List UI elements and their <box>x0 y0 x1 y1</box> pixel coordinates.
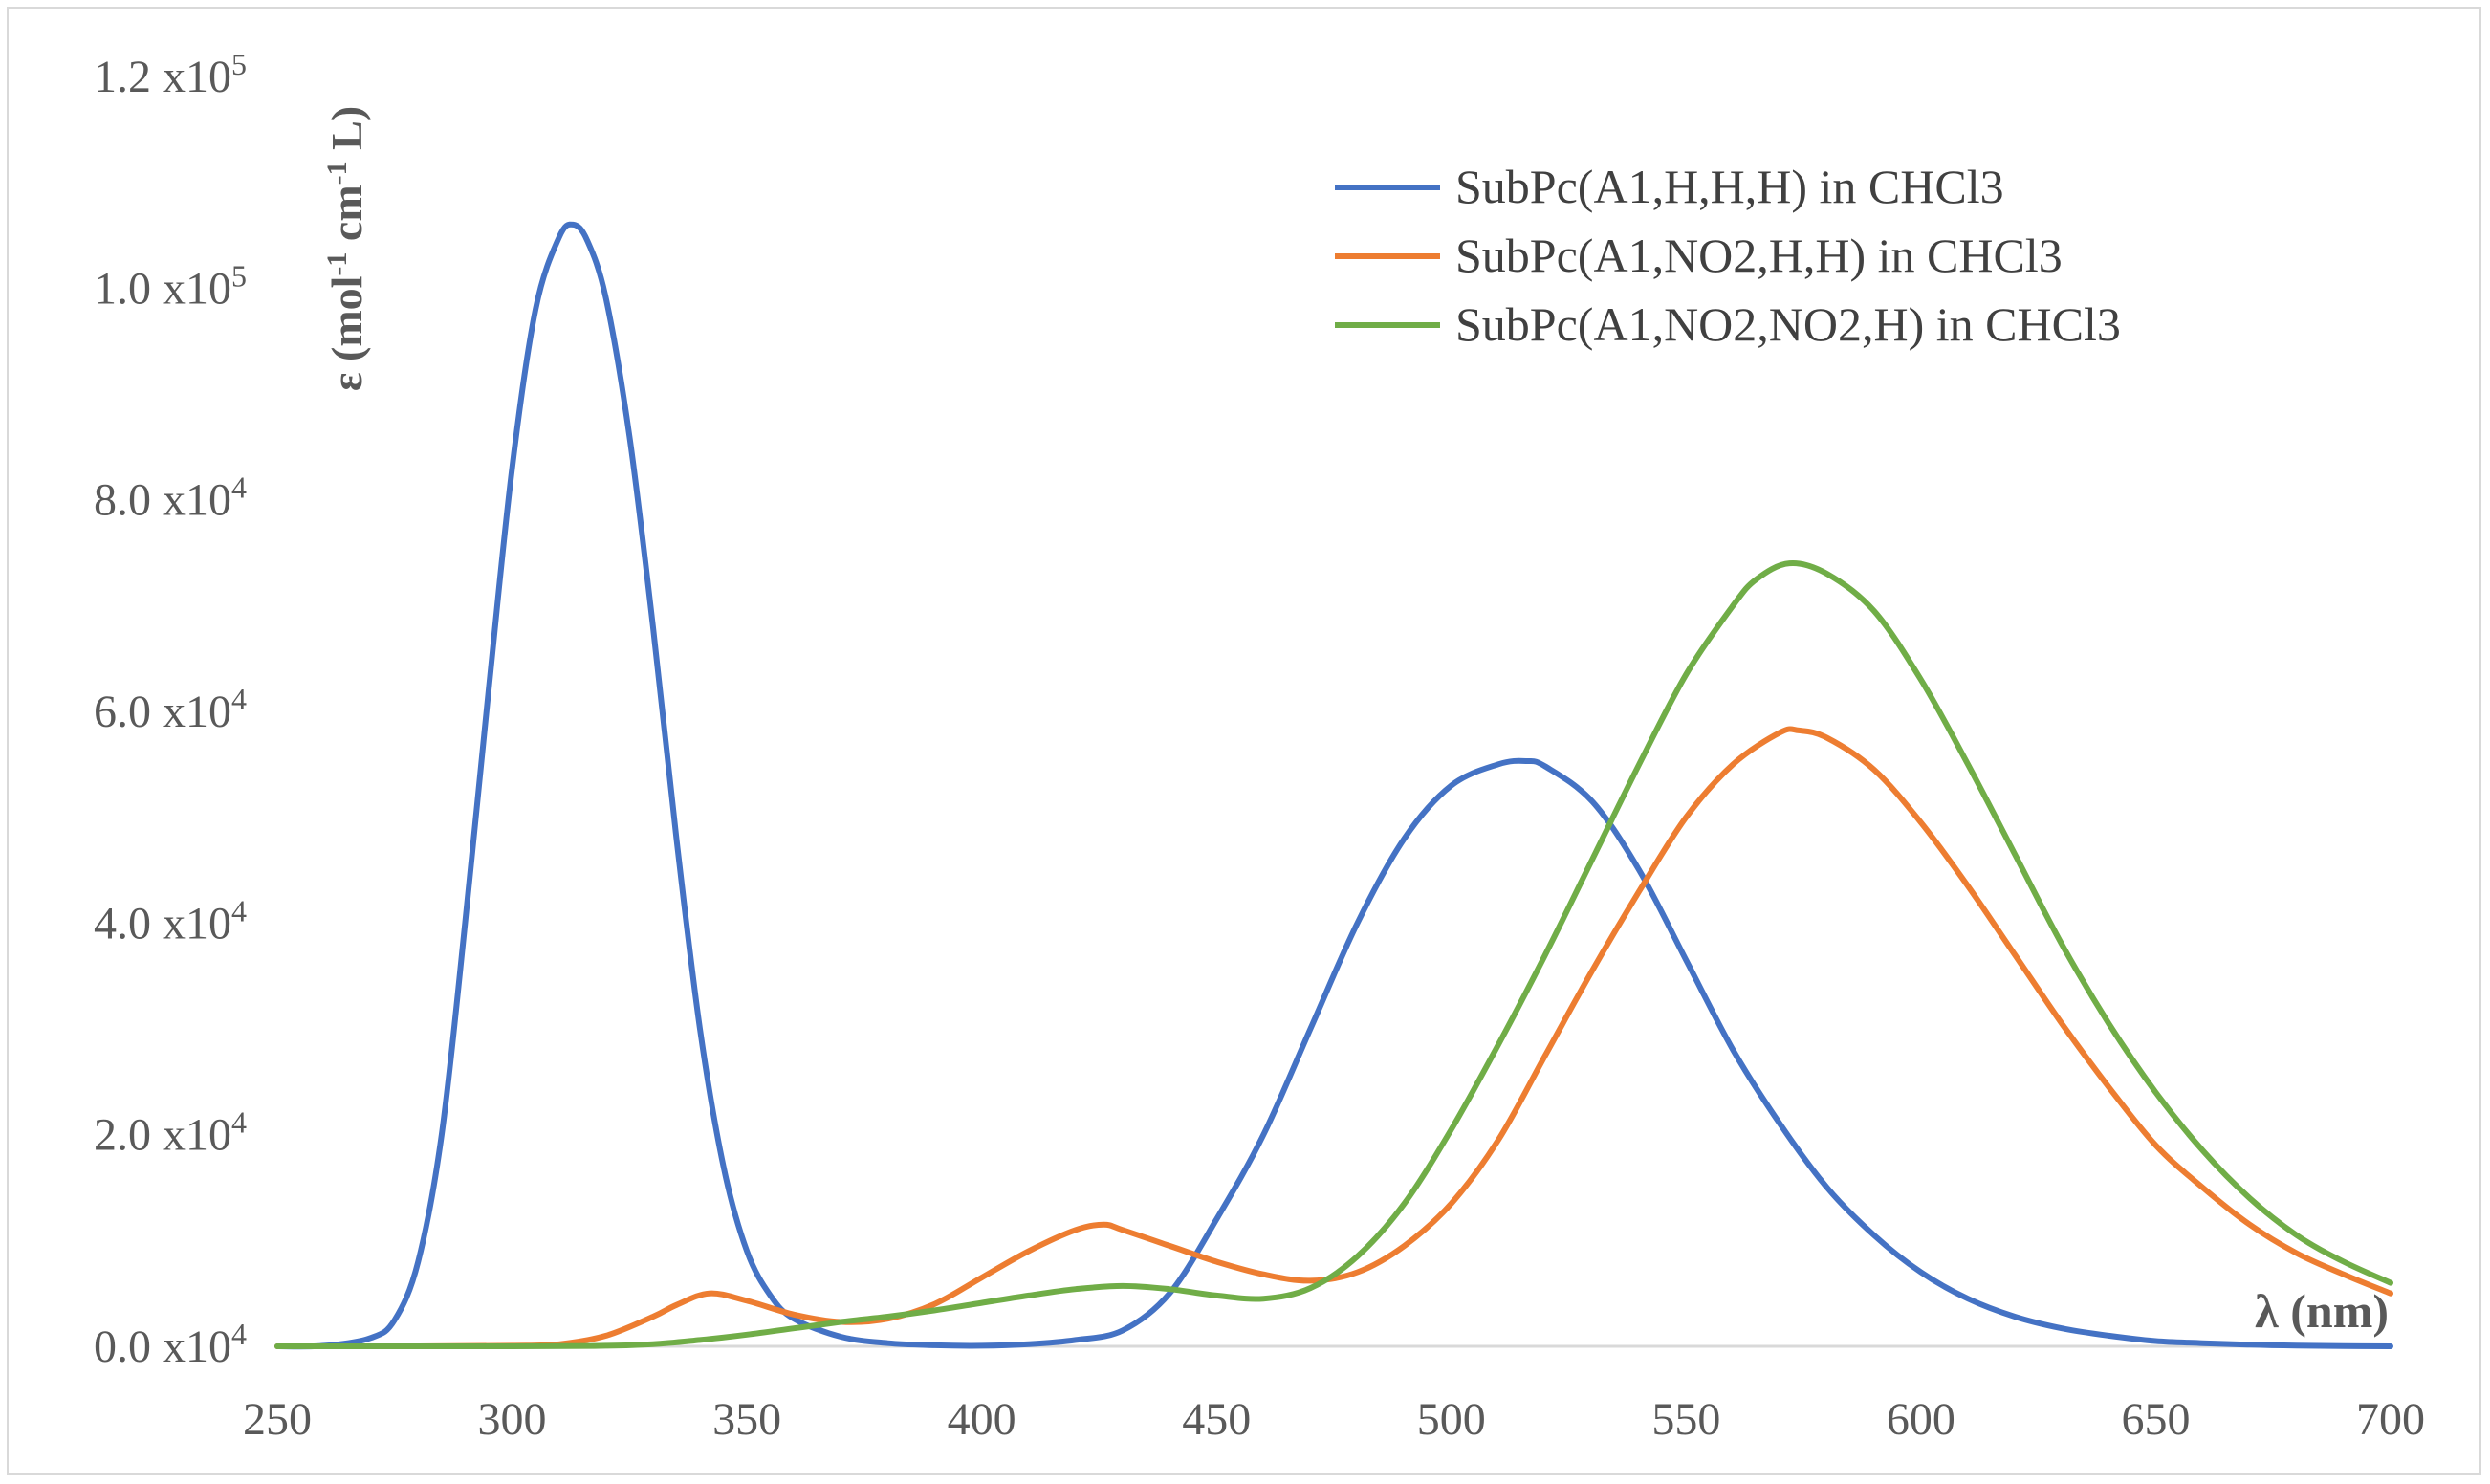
y-tick-label: 8.0 x104 <box>94 470 247 526</box>
x-tick-label: 400 <box>948 1394 1016 1445</box>
legend-label-2: SubPc(A1,NO2,H,H) in CHCl3 <box>1455 229 2063 282</box>
y-tick-exponent: 4 <box>231 1105 247 1140</box>
legend: SubPc(A1,H,H,H) in CHCl3 SubPc(A1,NO2,H,H… <box>1335 160 2121 351</box>
y-tick-exponent: 5 <box>231 47 247 81</box>
y-tick-label: 1.2 x105 <box>94 47 247 102</box>
legend-label-3: SubPc(A1,NO2,NO2,H) in CHCl3 <box>1455 297 2121 351</box>
x-tick-label: 550 <box>1651 1394 1720 1445</box>
y-tick-label: 0.0 x104 <box>94 1317 247 1372</box>
series-line-2 <box>274 726 2393 1350</box>
chart-frame <box>7 7 2481 1475</box>
y-tick-label: 2.0 x104 <box>94 1105 247 1161</box>
y-tick-exponent: 4 <box>231 893 247 928</box>
series-layer <box>274 221 2393 1350</box>
x-tick-label: 600 <box>1887 1394 1955 1445</box>
x-tick-label: 350 <box>712 1394 781 1445</box>
y-tick-mantissa: 2.0 x10 <box>94 1110 231 1161</box>
x-tick-label: 300 <box>478 1394 547 1445</box>
x-tick-label: 650 <box>2121 1394 2190 1445</box>
x-tick-label: 500 <box>1417 1394 1486 1445</box>
x-tick-label: 700 <box>2356 1394 2425 1445</box>
y-axis-title-sup1: -1 <box>321 252 353 276</box>
x-tick-label: 450 <box>1182 1394 1251 1445</box>
y-tick-mantissa: 0.0 x10 <box>94 1321 231 1372</box>
y-tick-mantissa: 8.0 x10 <box>94 475 231 526</box>
y-axis-title: ε (mol-1 cm-1 L) <box>321 106 372 391</box>
y-axis-title-sup2: -1 <box>321 161 353 185</box>
legend-label-1: SubPc(A1,H,H,H) in CHCl3 <box>1455 160 2004 213</box>
y-tick-exponent: 4 <box>231 682 247 716</box>
y-tick-label: 1.0 x105 <box>94 258 247 314</box>
x-axis-title: λ (nm) <box>2255 1284 2389 1338</box>
y-tick-label: 4.0 x104 <box>94 893 247 949</box>
y-tick-mantissa: 4.0 x10 <box>94 898 231 949</box>
x-tick-label: 250 <box>243 1394 312 1445</box>
y-axis-title-middle: cm <box>322 185 371 251</box>
y-tick-mantissa: 6.0 x10 <box>94 687 231 737</box>
y-tick-exponent: 4 <box>231 1317 247 1351</box>
series-line-3 <box>274 559 2393 1350</box>
y-tick-exponent: 5 <box>231 258 247 293</box>
y-tick-mantissa: 1.0 x10 <box>94 263 231 314</box>
series-line-1 <box>274 221 2393 1350</box>
y-tick-label: 6.0 x104 <box>94 682 247 737</box>
y-axis-title-prefix: ε (mol <box>322 276 371 392</box>
y-tick-mantissa: 1.2 x10 <box>94 52 231 102</box>
x-tick-labels: 250 300 350 400 450 500 550 600 650 700 <box>243 1394 2425 1445</box>
y-axis-title-suffix: L) <box>322 106 371 162</box>
y-tick-exponent: 4 <box>231 470 247 505</box>
